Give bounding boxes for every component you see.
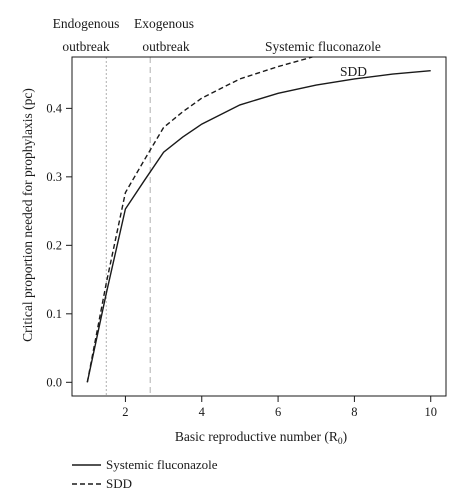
x-axis-label-main: Basic reproductive number (R [175,429,338,444]
legend-label-systemic-fluconazole: Systemic fluconazole [106,457,218,472]
x-tick-label: 10 [424,405,437,419]
series-line-systemic-fluconazole [86,70,431,383]
x-axis-label-end: ) [343,429,348,444]
series-annotation-systemic-fluconazole: Systemic fluconazole [265,39,381,54]
series-annotation-sdd: SDD [340,64,367,79]
exogenous-label-line1: Exogenous [134,16,194,31]
endogenous-label-line2: outbreak [62,39,109,54]
legend-label-sdd: SDD [106,476,132,491]
x-tick-label: 8 [351,405,357,419]
plot-frame [71,56,447,397]
endogenous-label-line1: Endogenous [53,16,120,31]
y-tick-label: 0.0 [46,375,62,389]
y-axis: 0.0 0.1 0.2 0.3 0.4 [46,101,72,389]
y-tick-label: 0.1 [46,307,62,321]
x-tick-label: 6 [275,405,281,419]
y-tick-label: 0.2 [46,238,62,252]
x-tick-label: 4 [199,405,206,419]
x-tick-label: 2 [122,405,128,419]
legend: Systemic fluconazole SDD [72,457,218,491]
y-axis-label: Critical proportion needed for prophylax… [20,88,35,342]
x-axis-label-subscript: 0 [338,437,343,447]
y-tick-label: 0.4 [46,101,62,115]
x-axis: 2 4 6 8 10 [122,396,437,419]
x-axis-label: Basic reproductive number (R0) [175,429,347,447]
y-tick-label: 0.3 [46,170,62,184]
exogenous-label-line2: outbreak [142,39,189,54]
series-line-sdd [86,56,313,383]
